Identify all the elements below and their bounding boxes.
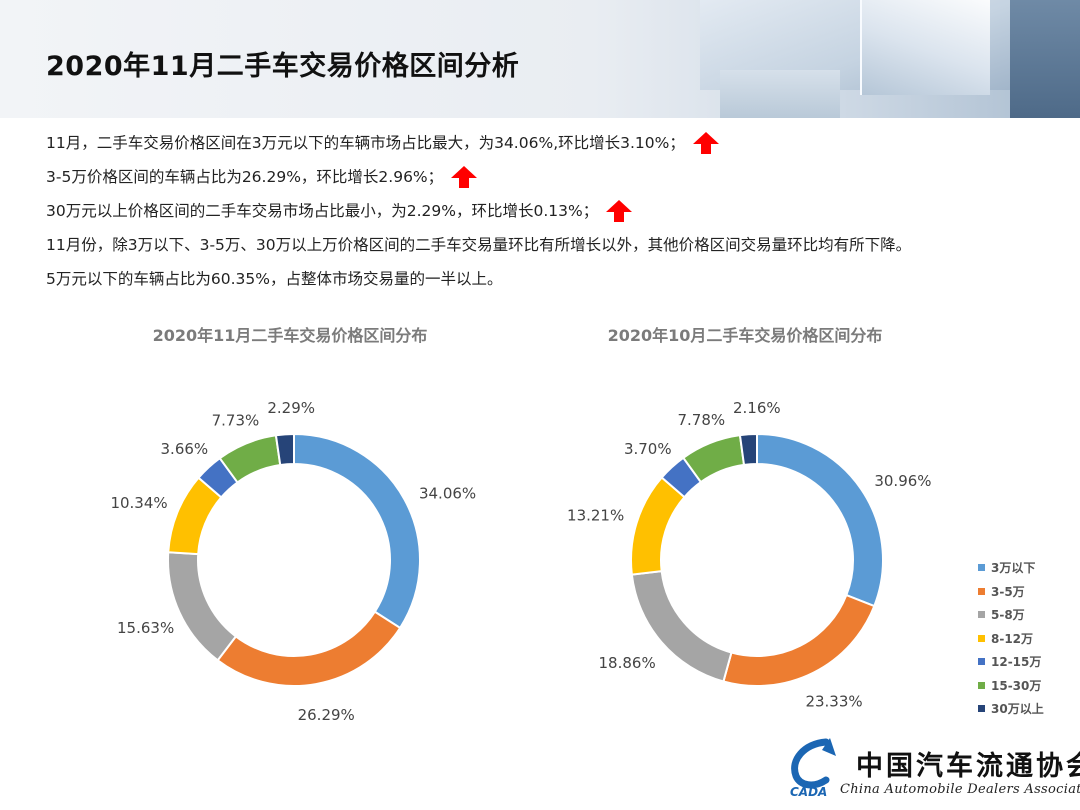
- legend-swatch: [978, 587, 985, 595]
- data-label: 3.66%: [161, 440, 209, 458]
- legend-item: 8-12万: [978, 627, 1073, 651]
- legend-item: 30万以上: [978, 697, 1073, 721]
- logo-name-en: China Automobile Dealers Association: [840, 782, 1080, 797]
- legend-swatch: [978, 681, 985, 689]
- data-label: 10.34%: [110, 494, 167, 512]
- donut-slice: [738, 432, 758, 467]
- summary-line-text: 3-5万价格区间的车辆占比为26.29%，环比增长2.96%；: [46, 168, 444, 186]
- donut-slice: [274, 432, 295, 467]
- header-banner: 2020年11月二手车交易价格区间分析: [0, 0, 1080, 118]
- legend-label: 3万以下: [991, 561, 1036, 576]
- summary-line: 3-5万价格区间的车辆占比为26.29%，环比增长2.96%；: [46, 160, 1056, 194]
- summary-line: 30万元以上价格区间的二手车交易市场占比最小，为2.29%，环比增长0.13%；: [46, 194, 1056, 228]
- donut-slice: [722, 593, 876, 687]
- data-label: 3.70%: [624, 440, 672, 458]
- legend-label: 5-8万: [991, 608, 1025, 623]
- legend-item: 3-5万: [978, 580, 1073, 604]
- legend-swatch: [978, 611, 985, 619]
- summary-line-text: 30万元以上价格区间的二手车交易市场占比最小，为2.29%，环比增长0.13%；: [46, 202, 599, 220]
- legend-item: 5-8万: [978, 603, 1073, 627]
- data-label: 13.21%: [567, 506, 624, 524]
- legend-swatch: [978, 634, 985, 642]
- chart-title-november: 2020年11月二手车交易价格区间分布: [152, 326, 428, 345]
- legend-swatch: [978, 564, 985, 572]
- summary-line-text: 11月份，除3万以下、3-5万、30万以上万价格区间的二手车交易量环比有所增长以…: [46, 236, 912, 254]
- logo-name-cn: 中国汽车流通协会: [856, 751, 1080, 782]
- decorative-cube: [860, 0, 990, 95]
- chart-legend: 3万以下 3-5万 5-8万 8-12万 12-15万 15-30万 30万以上: [978, 556, 1073, 721]
- cada-logo-mark: CADA: [790, 738, 836, 799]
- data-label: 2.16%: [733, 399, 781, 417]
- summary-line: 5万元以下的车辆占比为60.35%，占整体市场交易量的一半以上。: [46, 262, 1056, 296]
- summary-line-text: 11月，二手车交易价格区间在3万元以下的车辆市场占比最大，为34.06%,环比增…: [46, 134, 685, 152]
- up-arrow-icon: [692, 132, 719, 154]
- chart-title-october: 2020年10月二手车交易价格区间分布: [607, 326, 883, 345]
- data-label: 2.29%: [267, 399, 315, 417]
- cada-logo: CADA 中国汽车流通协会 China Automobile Dealers A…: [786, 736, 1080, 806]
- decorative-cube: [720, 70, 840, 118]
- donut-slice: [630, 476, 686, 576]
- data-label: 15.63%: [117, 619, 174, 637]
- data-label: 23.33%: [805, 693, 862, 711]
- logo-mark-text: CADA: [790, 785, 827, 799]
- decorative-cube: [1010, 0, 1080, 118]
- data-label: 26.29%: [298, 706, 355, 724]
- donut-slice: [293, 432, 421, 630]
- legend-label: 12-15万: [991, 655, 1042, 670]
- legend-label: 15-30万: [991, 678, 1042, 693]
- legend-swatch: [978, 705, 985, 713]
- up-arrow-icon: [451, 166, 478, 188]
- data-label: 7.73%: [212, 412, 260, 430]
- legend-label: 8-12万: [991, 631, 1034, 646]
- legend-swatch: [978, 658, 985, 666]
- summary-line: 11月份，除3万以下、3-5万、30万以上万价格区间的二手车交易量环比有所增长以…: [46, 228, 1056, 262]
- donut-slice: [216, 610, 402, 687]
- summary-line-text: 5万元以下的车辆占比为60.35%，占整体市场交易量的一半以上。: [46, 270, 503, 288]
- data-label: 34.06%: [419, 484, 476, 502]
- legend-item: 15-30万: [978, 674, 1073, 698]
- summary-line: 11月，二手车交易价格区间在3万元以下的车辆市场占比最大，为34.06%,环比增…: [46, 126, 1056, 160]
- data-label: 7.78%: [678, 411, 726, 429]
- legend-item: 12-15万: [978, 650, 1073, 674]
- donut-slice: [167, 551, 238, 662]
- data-label: 30.96%: [874, 472, 931, 490]
- up-arrow-icon: [606, 200, 633, 222]
- legend-label: 3-5万: [991, 584, 1025, 599]
- legend-item: 3万以下: [978, 556, 1073, 580]
- donut-slice: [756, 432, 884, 608]
- legend-label: 30万以上: [991, 702, 1044, 717]
- summary-text: 11月，二手车交易价格区间在3万元以下的车辆市场占比最大，为34.06%,环比增…: [46, 126, 1056, 296]
- page-title: 2020年11月二手车交易价格区间分析: [46, 51, 520, 82]
- data-label: 18.86%: [599, 654, 656, 672]
